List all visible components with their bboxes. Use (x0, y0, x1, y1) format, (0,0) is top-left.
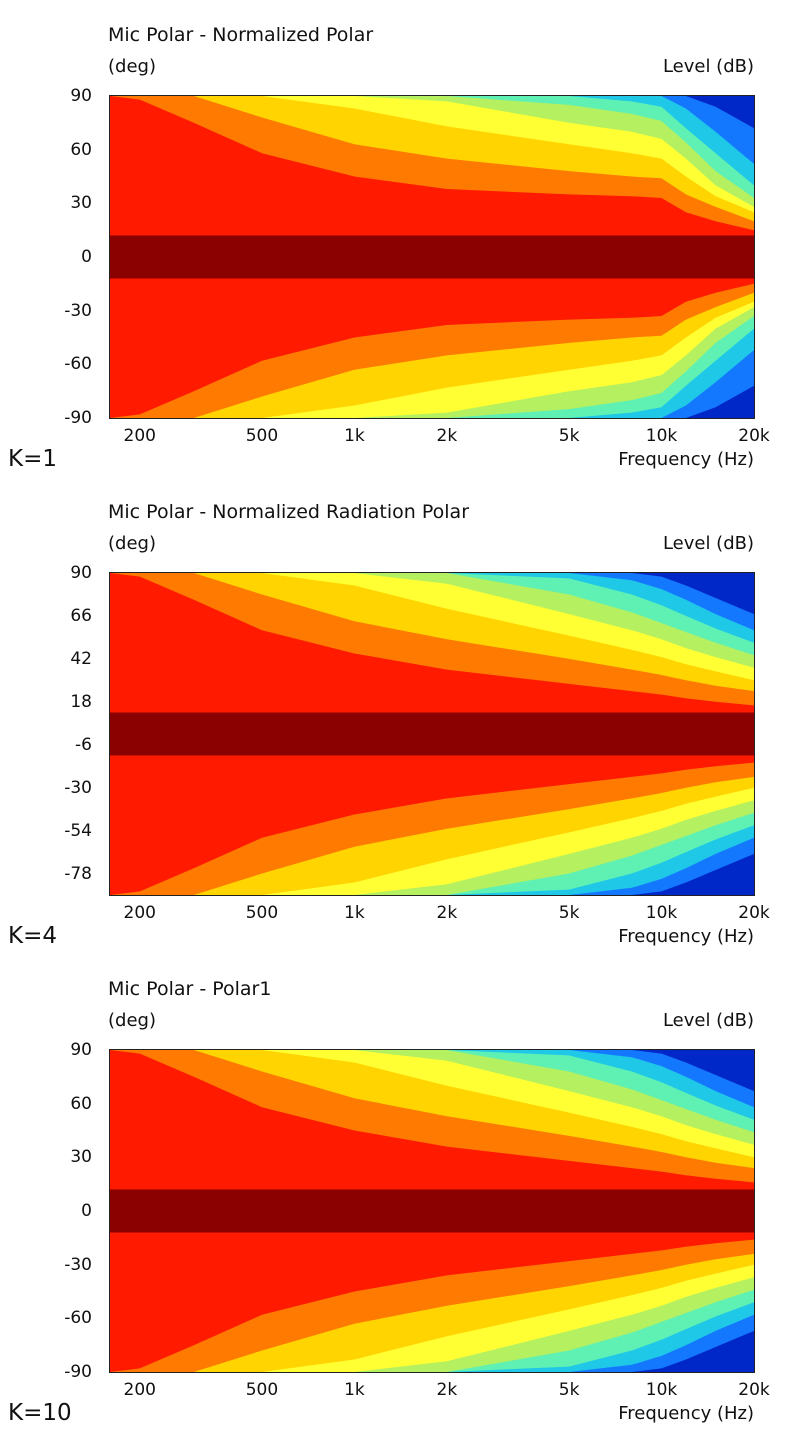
y-tick-label: -60 (64, 1308, 92, 1329)
heatmap-band-top-8 (110, 1050, 754, 1092)
x-axis-label: Frequency (Hz) (618, 449, 754, 470)
chart-panel-polar1: Mic Polar - Polar1 (deg) Level (dB) 90 60… (0, 954, 800, 1431)
y-axis-label: (deg) (108, 533, 156, 554)
y-tick-label: 42 (70, 648, 92, 669)
x-tick-labels: 200 500 1k 2k 5k 10k 20k (110, 903, 770, 925)
y-tick-label: -6 (75, 734, 92, 755)
heatmap-band-top-5 (110, 1050, 754, 1133)
y-tick-label: 90 (70, 86, 92, 106)
heatmap-svg (110, 96, 754, 418)
x-tick-label: 20k (738, 1380, 770, 1400)
x-axis-label: Frequency (Hz) (618, 1403, 754, 1424)
y-tick-label: -90 (64, 1362, 92, 1382)
y-axis-label: (deg) (108, 1010, 156, 1031)
y-tick-labels: 90 60 30 0 -30 -60 -90 (0, 87, 104, 427)
x-tick-label: 500 (245, 426, 279, 446)
chart-title: Mic Polar - Normalized Radiation Polar (108, 501, 469, 523)
heatmap-plot-area (110, 1050, 754, 1372)
x-tick-label: 5k (558, 903, 580, 923)
y-tick-label: 30 (70, 193, 92, 214)
x-tick-label: 2k (436, 903, 458, 923)
chart-panel-normalized-radiation-polar: Mic Polar - Normalized Radiation Polar (… (0, 477, 800, 954)
y-tick-label: 66 (70, 605, 92, 626)
heatmap-plot-area (110, 96, 754, 418)
x-tick-label: 2k (436, 1380, 458, 1400)
level-axis-label: Level (dB) (662, 1010, 754, 1031)
y-tick-label: -60 (64, 354, 92, 375)
y-tick-label: 0 (81, 1201, 92, 1221)
heatmap-band-on-axis (110, 235, 754, 279)
x-axis-label: Frequency (Hz) (618, 926, 754, 947)
chart-panel-normalized-polar: Mic Polar - Normalized Polar (deg) Level… (0, 0, 800, 477)
heatmap-band-on-axis (110, 712, 754, 756)
x-tick-label: 5k (558, 1380, 580, 1400)
y-tick-label: -30 (64, 1254, 92, 1275)
y-tick-label: 60 (70, 139, 92, 160)
x-tick-label: 1k (344, 426, 365, 446)
chart-title: Mic Polar - Polar1 (108, 978, 272, 1000)
y-axis-label: (deg) (108, 56, 156, 77)
level-axis-label: Level (dB) (662, 533, 754, 554)
x-tick-label: 500 (245, 1380, 279, 1400)
heatmap-band-on-axis (110, 1189, 754, 1233)
heatmap-band-top-8 (110, 573, 754, 615)
heatmap-band-top-4 (110, 96, 754, 207)
k-caption: K=4 (8, 923, 57, 949)
y-tick-label: -78 (64, 863, 92, 884)
heatmap-band-top-7 (110, 96, 754, 164)
y-tick-label: 18 (70, 691, 92, 712)
x-tick-label: 200 (123, 426, 156, 446)
x-tick-label: 2k (436, 426, 458, 446)
x-tick-label: 500 (245, 903, 279, 923)
x-tick-label: 5k (558, 426, 580, 446)
y-tick-labels: 90 66 42 18 -6 -30 -54 -78 (0, 564, 104, 895)
x-tick-labels: 200 500 1k 2k 5k 10k 20k (110, 1380, 770, 1402)
k-caption: K=10 (8, 1400, 72, 1426)
y-tick-label: 60 (70, 1093, 92, 1114)
heatmap-svg (110, 1050, 754, 1372)
x-tick-label: 1k (344, 1380, 365, 1400)
heatmap-band-bottom-8 (110, 1330, 754, 1372)
heatmap-svg (110, 573, 754, 895)
heatmap-plot-area (110, 573, 754, 895)
heatmap-band-bottom-5 (110, 812, 754, 895)
y-tick-label: -30 (64, 300, 92, 321)
x-tick-labels: 200 500 1k 2k 5k 10k 20k (110, 426, 770, 448)
x-tick-label: 10k (645, 1380, 678, 1400)
heatmap-band-bottom-4 (110, 307, 754, 418)
y-tick-label: -54 (64, 820, 92, 841)
heatmap-band-bottom-7 (110, 350, 754, 418)
y-tick-label: 90 (70, 563, 92, 583)
heatmap-band-top-5 (110, 573, 754, 656)
level-axis-label: Level (dB) (662, 56, 754, 77)
y-tick-labels: 90 60 30 0 -30 -60 -90 (0, 1041, 104, 1381)
y-tick-label: -90 (64, 408, 92, 428)
y-tick-label: -30 (64, 777, 92, 798)
x-tick-label: 10k (645, 426, 678, 446)
y-tick-label: 30 (70, 1147, 92, 1168)
x-tick-label: 200 (123, 1380, 156, 1400)
x-tick-label: 10k (645, 903, 678, 923)
x-tick-label: 1k (344, 903, 365, 923)
x-tick-label: 20k (738, 903, 770, 923)
heatmap-band-bottom-5 (110, 1289, 754, 1372)
x-tick-label: 200 (123, 903, 156, 923)
k-caption: K=1 (8, 446, 57, 472)
heatmap-band-bottom-8 (110, 853, 754, 895)
y-tick-label: 90 (70, 1040, 92, 1060)
y-tick-label: 0 (81, 247, 92, 267)
chart-title: Mic Polar - Normalized Polar (108, 24, 374, 46)
x-tick-label: 20k (738, 426, 770, 446)
